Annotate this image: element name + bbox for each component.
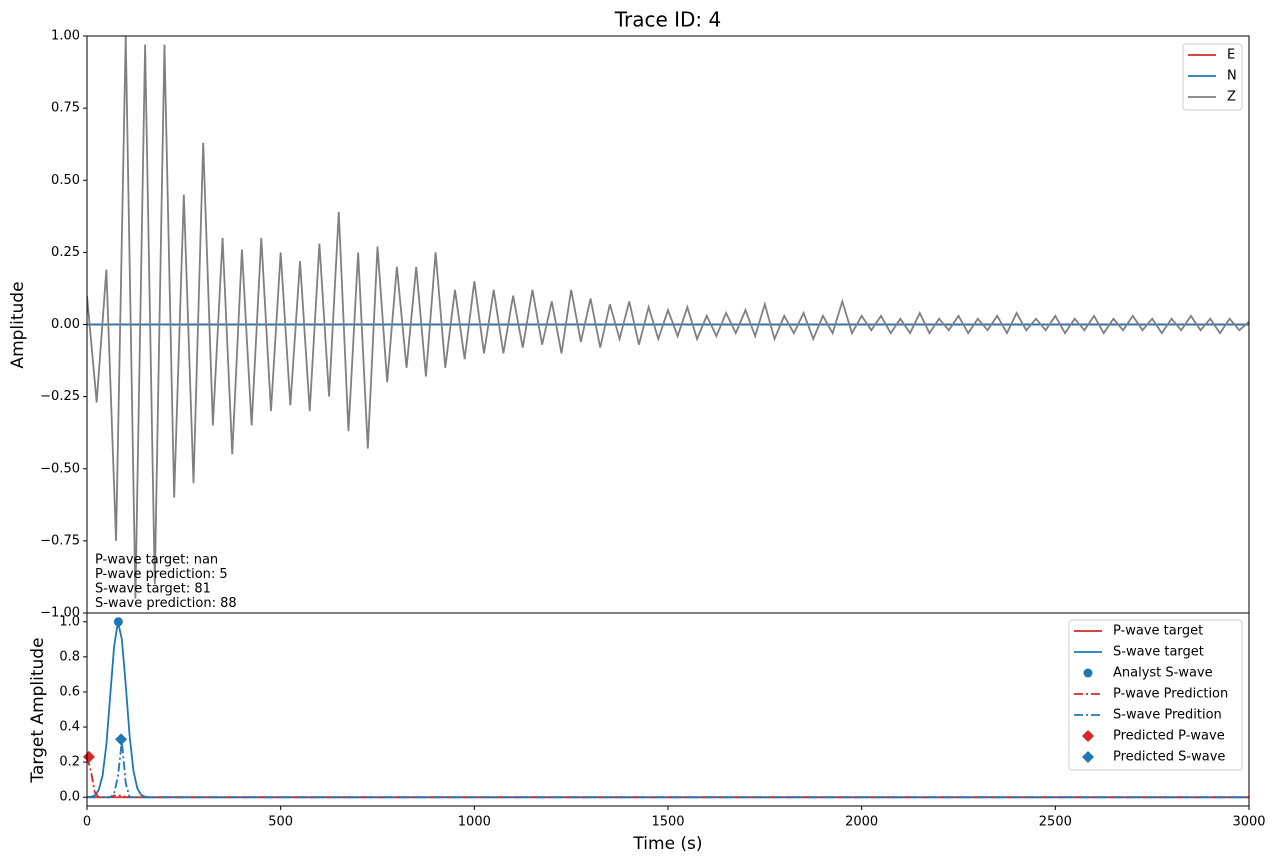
legend-box [1182,43,1243,111]
legend-label: P-wave target [1113,624,1203,639]
x-tick-label: 1000 [458,815,491,830]
data-point [115,733,128,746]
y-tick-label: 0.4 [59,720,80,735]
y-axis-label: Target Amplitude [28,637,48,783]
y-tick-label: 0.0 [59,790,80,805]
y-axis-label: Amplitude [8,281,28,368]
x-tick-label: 0 [83,815,91,830]
legend-label: E [1227,48,1235,63]
y-tick-label: 0.2 [59,755,80,770]
y-tick-label: 1.0 [59,614,80,629]
legend-label: N [1227,69,1237,84]
x-axis-label: Time (s) [632,834,702,854]
y-tick-label: −0.25 [40,389,80,404]
legend-label: Predicted S-wave [1113,750,1225,765]
x-tick-label: 2500 [1039,815,1072,830]
legend-label: Analyst S-wave [1113,666,1213,681]
y-tick-label: −1.00 [40,606,80,621]
legend-swatch [1083,668,1093,678]
legend-swatch [1082,751,1094,763]
y-tick-label: −0.50 [40,461,80,476]
x-tick-label: 2000 [845,815,878,830]
legend-label: Z [1227,90,1236,105]
legend-label: P-wave Prediction [1113,687,1228,702]
annotation: S-wave target: 81 [95,582,211,597]
legend-label: Predicted P-wave [1113,729,1225,744]
x-tick-label: 1500 [651,815,684,830]
y-tick-label: 1.00 [51,29,80,44]
axes-frame [86,612,1250,807]
legend-label: S-wave Predition [1113,708,1222,723]
annotation: S-wave prediction: 88 [95,596,237,611]
y-tick-label: 0.75 [51,101,80,116]
x-tick-label: 3000 [1232,815,1265,830]
legend-swatch [1082,730,1094,742]
y-tick-label: 0.00 [51,317,80,332]
annotation: P-wave target: nan [95,553,218,568]
series-line [87,36,1249,599]
y-tick-label: 0.6 [59,684,80,699]
data-point [113,617,123,627]
y-tick-label: 0.50 [51,173,80,188]
y-tick-label: −0.75 [40,533,80,548]
legend-box [1068,619,1243,771]
y-tick-label: 0.25 [51,245,80,260]
plot-area [87,36,1249,599]
legend-label: S-wave target [1113,645,1204,660]
x-tick-label: 500 [268,815,293,830]
y-tick-label: 0.8 [59,649,80,664]
annotation: P-wave prediction: 5 [95,567,228,582]
data-point [82,750,95,763]
chart-title: Trace ID: 4 [614,8,722,32]
